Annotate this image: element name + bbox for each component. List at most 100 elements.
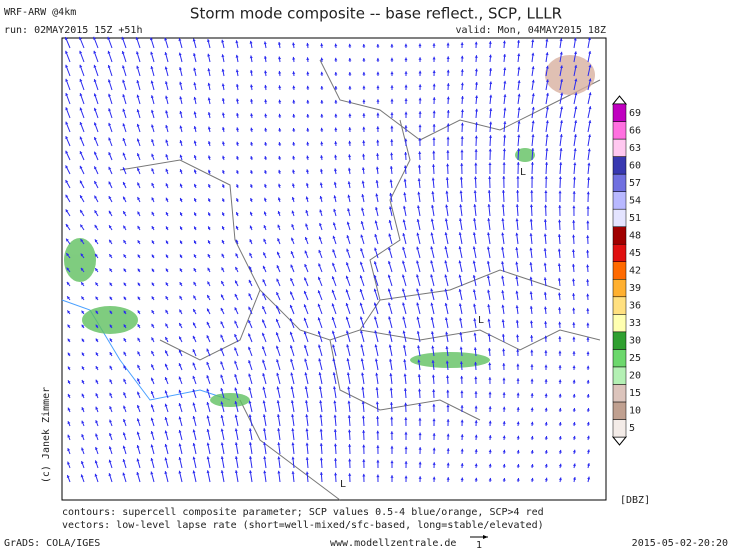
vector-head [501, 204, 505, 207]
vector-head [334, 458, 338, 461]
vector-head [303, 344, 307, 348]
vector-head [460, 405, 464, 408]
vector-head [303, 331, 307, 335]
vector-head [249, 266, 252, 270]
vector-head [109, 352, 113, 356]
vector-head [387, 288, 391, 292]
vector-head [446, 109, 450, 113]
vector-head [123, 392, 127, 396]
vector-head [559, 134, 563, 137]
vector-head [460, 122, 464, 126]
vector-head [444, 246, 448, 250]
vector-head [418, 417, 422, 421]
vector-head [304, 358, 308, 362]
vector-head [234, 470, 238, 474]
vector-head [486, 275, 490, 279]
vector-head [362, 99, 366, 103]
vector-head [80, 209, 83, 213]
vector-head [487, 232, 491, 236]
vector-head [137, 391, 140, 395]
vector-head [79, 93, 83, 97]
vector-head [472, 260, 476, 264]
vector-head [545, 92, 550, 96]
vector-head [417, 345, 421, 349]
vector-head [248, 387, 252, 391]
borders [61, 59, 601, 501]
vector-head [362, 459, 366, 462]
vector-head [108, 446, 112, 450]
colorbar-swatch [612, 401, 627, 420]
vector-head [137, 378, 140, 382]
vector-head [488, 176, 492, 179]
vector-head [305, 442, 309, 446]
vector-head [320, 57, 324, 61]
vector-head [446, 136, 450, 140]
vector-head [193, 240, 197, 244]
colorbar-cap [611, 436, 628, 446]
colorbar-label: 10 [629, 406, 641, 417]
vector-head [178, 416, 182, 420]
vector-head [501, 218, 505, 222]
vector-head [193, 126, 197, 129]
vector-head [517, 93, 521, 97]
vector-head [193, 254, 197, 258]
vector-head [234, 347, 238, 351]
vector-head [418, 84, 422, 87]
vector-head [387, 274, 391, 278]
vector-head [458, 218, 462, 222]
vector-head [531, 120, 535, 124]
vector-head [374, 344, 378, 348]
vector-head [331, 289, 335, 293]
vector-head [149, 37, 153, 41]
vector-head [502, 392, 506, 395]
vector-head [179, 322, 182, 326]
vector-head [81, 324, 85, 328]
vector-head [488, 135, 493, 138]
vector-head [250, 127, 254, 131]
vector-head [235, 239, 239, 243]
vector-head [150, 404, 154, 408]
vector-head [572, 307, 576, 311]
colorbar-label: 63 [629, 143, 641, 154]
vector-head [303, 304, 307, 308]
vector-head [432, 97, 436, 100]
vector-head [334, 43, 338, 47]
vector-head [193, 96, 197, 100]
colorbar-swatch [612, 331, 627, 350]
coast [319, 59, 601, 141]
colorbar-swatch [612, 173, 627, 192]
vector-head [319, 428, 323, 432]
vector-head [574, 92, 578, 96]
vector-head [359, 261, 363, 265]
vector-head [65, 165, 69, 169]
vector-head [488, 463, 492, 467]
vector-head [474, 405, 478, 409]
vector-head [544, 350, 548, 353]
vector-head [362, 85, 366, 89]
vector-head [501, 319, 505, 323]
vector-head [474, 449, 478, 452]
vector-head [515, 290, 519, 294]
vector-head [304, 277, 307, 281]
vector-head [249, 252, 253, 256]
vector-head [235, 69, 239, 73]
vector-head [530, 162, 534, 165]
vector-head [389, 179, 393, 183]
vector-head [137, 268, 141, 272]
vector-head [586, 191, 590, 195]
vector-head [544, 421, 548, 425]
vector-head [376, 474, 380, 478]
vector-head [264, 127, 268, 131]
vector-head [333, 400, 337, 404]
vector-head [95, 352, 99, 356]
vector-head [529, 262, 533, 265]
vector-head [320, 155, 324, 159]
vector-head [348, 57, 352, 61]
vector-head [529, 247, 533, 251]
vector-head [544, 477, 548, 481]
vector-head [401, 288, 405, 292]
vector-head [558, 219, 562, 223]
vector-head [587, 162, 591, 166]
vector-head [362, 126, 366, 130]
vector-head [135, 37, 139, 41]
